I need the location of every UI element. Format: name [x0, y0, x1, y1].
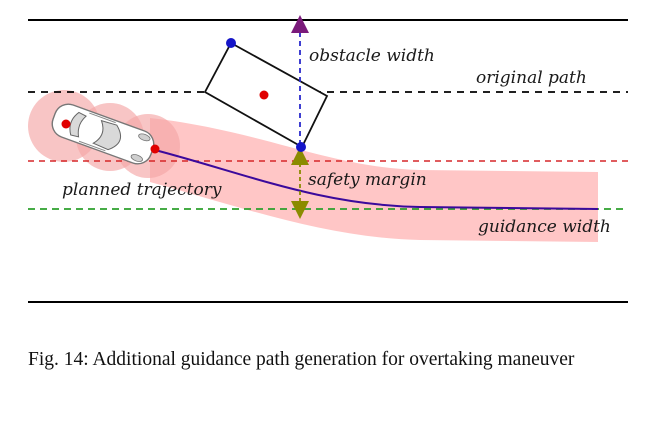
original-path-label: original path — [476, 68, 587, 88]
obstacle-width-label: obstacle width — [309, 46, 435, 66]
obstacle-corner-point-top — [226, 38, 236, 48]
trajectory-corridor — [150, 118, 598, 242]
safety-margin-label: safety margin — [308, 170, 427, 190]
obstacle-center-point — [259, 90, 269, 100]
figure-caption: Fig. 14: Additional guidance path genera… — [28, 349, 575, 370]
overtaking-diagram: obstacle width original path planned tra… — [28, 15, 628, 303]
guidance-width-label: guidance width — [478, 217, 611, 237]
vehicle-car-icon — [51, 103, 155, 165]
vehicle-rear-point — [61, 119, 71, 129]
obstacle-corner-point-bottom — [296, 142, 306, 152]
vehicle-front-point — [150, 144, 160, 154]
planned-trajectory-label: planned trajectory — [62, 180, 222, 200]
